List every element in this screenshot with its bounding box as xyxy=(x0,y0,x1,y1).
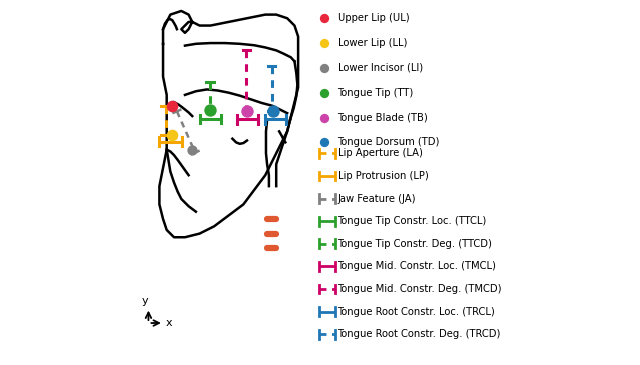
Text: Tongue Mid. Constr. Deg. (TMCD): Tongue Mid. Constr. Deg. (TMCD) xyxy=(337,284,502,294)
Text: Tongue Dorsum (TD): Tongue Dorsum (TD) xyxy=(337,137,440,147)
Text: Tongue Blade (TB): Tongue Blade (TB) xyxy=(337,112,428,123)
Text: Upper Lip (UL): Upper Lip (UL) xyxy=(337,13,409,23)
Text: Tongue Tip (TT): Tongue Tip (TT) xyxy=(337,88,414,98)
Point xyxy=(167,132,177,138)
Point xyxy=(319,90,329,96)
Point xyxy=(268,108,278,114)
Text: Jaw Feature (JA): Jaw Feature (JA) xyxy=(337,193,416,204)
Point xyxy=(187,147,197,153)
Point xyxy=(319,65,329,71)
Text: Tongue Tip Constr. Loc. (TTCL): Tongue Tip Constr. Loc. (TTCL) xyxy=(337,216,487,226)
Point xyxy=(167,103,177,109)
Text: Lower Lip (LL): Lower Lip (LL) xyxy=(337,38,407,48)
Text: x: x xyxy=(166,318,173,328)
Point xyxy=(319,115,329,120)
Point xyxy=(242,108,252,114)
Point xyxy=(319,40,329,46)
Text: y: y xyxy=(141,296,148,306)
Point xyxy=(319,15,329,21)
Text: Lip Protrusion (LP): Lip Protrusion (LP) xyxy=(337,171,428,181)
Text: Tongue Mid. Constr. Loc. (TMCL): Tongue Mid. Constr. Loc. (TMCL) xyxy=(337,261,497,272)
Point xyxy=(319,139,329,145)
Text: Tongue Root Constr. Deg. (TRCD): Tongue Root Constr. Deg. (TRCD) xyxy=(337,329,501,339)
Text: Tongue Tip Constr. Deg. (TTCD): Tongue Tip Constr. Deg. (TTCD) xyxy=(337,239,492,249)
Text: Lower Incisor (LI): Lower Incisor (LI) xyxy=(337,63,422,73)
Text: Lip Aperture (LA): Lip Aperture (LA) xyxy=(337,148,422,158)
Text: Tongue Root Constr. Loc. (TRCL): Tongue Root Constr. Loc. (TRCL) xyxy=(337,307,495,317)
Point xyxy=(205,107,215,112)
